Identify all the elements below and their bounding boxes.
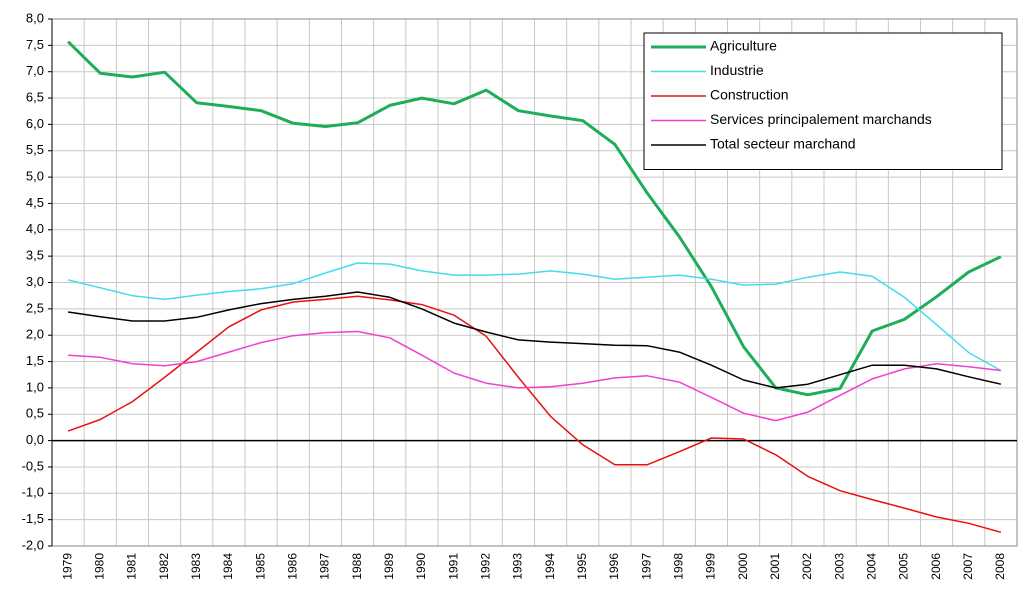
y-tick-label: -0,5 <box>22 458 44 473</box>
legend-label: Services principalement marchands <box>710 111 932 127</box>
x-tick-label: 1998 <box>671 553 685 580</box>
legend-label: Total secteur marchand <box>710 136 856 152</box>
x-tick-label: 2004 <box>864 553 878 580</box>
x-tick-label: 1991 <box>446 553 460 580</box>
x-tick-label: 1994 <box>543 553 557 580</box>
y-tick-label: 1,5 <box>26 353 44 368</box>
y-tick-label: 3,0 <box>26 274 44 289</box>
x-tick-label: 2008 <box>993 553 1007 580</box>
x-tick-label: 1997 <box>639 553 653 580</box>
x-tick-label: 1988 <box>350 553 364 580</box>
y-tick-label: 4,0 <box>26 221 44 236</box>
legend-label: Construction <box>710 87 789 103</box>
x-tick-label: 1996 <box>607 553 621 580</box>
y-tick-label: 3,5 <box>26 248 44 263</box>
x-tick-label: 1979 <box>60 553 74 580</box>
x-tick-label: 1999 <box>704 553 718 580</box>
y-tick-label: 4,5 <box>26 195 44 210</box>
x-tick-label: 1993 <box>511 553 525 580</box>
x-tick-label: 2000 <box>736 553 750 580</box>
y-tick-label: 0,5 <box>26 406 44 421</box>
y-tick-label: 6,0 <box>26 116 44 131</box>
y-tick-label: 2,5 <box>26 300 44 315</box>
legend-label: Agriculture <box>710 38 777 54</box>
series-line <box>67 295 1002 534</box>
x-tick-label: 2003 <box>832 553 846 580</box>
x-tick-label: 1985 <box>253 553 267 580</box>
y-tick-label: 7,5 <box>26 37 44 52</box>
x-tick-label: 1992 <box>478 553 492 580</box>
x-tick-label: 1989 <box>382 553 396 580</box>
x-tick-label: 1984 <box>221 553 235 580</box>
legend-label: Industrie <box>710 62 764 78</box>
x-tick-label: 2001 <box>768 553 782 580</box>
series-line <box>67 40 1002 397</box>
series-line <box>67 262 1002 372</box>
y-tick-label: 8,0 <box>26 10 44 25</box>
x-tick-label: 1980 <box>92 553 106 580</box>
x-tick-label: 2006 <box>929 553 943 580</box>
x-tick-label: 2002 <box>800 553 814 580</box>
y-tick-label: 7,0 <box>26 63 44 78</box>
y-tick-label: 0,0 <box>26 432 44 447</box>
y-tick-label: 5,5 <box>26 142 44 157</box>
y-tick-label: 6,5 <box>26 89 44 104</box>
x-tick-label: 1981 <box>125 553 139 580</box>
x-tick-label: 2007 <box>961 553 975 580</box>
x-tick-label: 1987 <box>318 553 332 580</box>
x-tick-label: 2005 <box>897 553 911 580</box>
x-tick-label: 1982 <box>157 553 171 580</box>
x-tick-label: 1990 <box>414 553 428 580</box>
y-tick-label: -1,5 <box>22 511 44 526</box>
y-tick-label: 1,0 <box>26 379 44 394</box>
x-tick-label: 1995 <box>575 553 589 580</box>
y-tick-label: 2,0 <box>26 327 44 342</box>
series-line <box>67 291 1002 389</box>
legend-box <box>643 32 1003 170</box>
y-tick-label: -2,0 <box>22 537 44 552</box>
series-line <box>68 330 1001 422</box>
legend: Agriculture Industrie Construction Services… <box>643 32 1003 170</box>
y-tick-label: -1,0 <box>22 485 44 500</box>
x-tick-label: 1983 <box>189 553 203 580</box>
y-tick-label: 5,0 <box>26 169 44 184</box>
x-tick-label: 1986 <box>285 553 299 580</box>
